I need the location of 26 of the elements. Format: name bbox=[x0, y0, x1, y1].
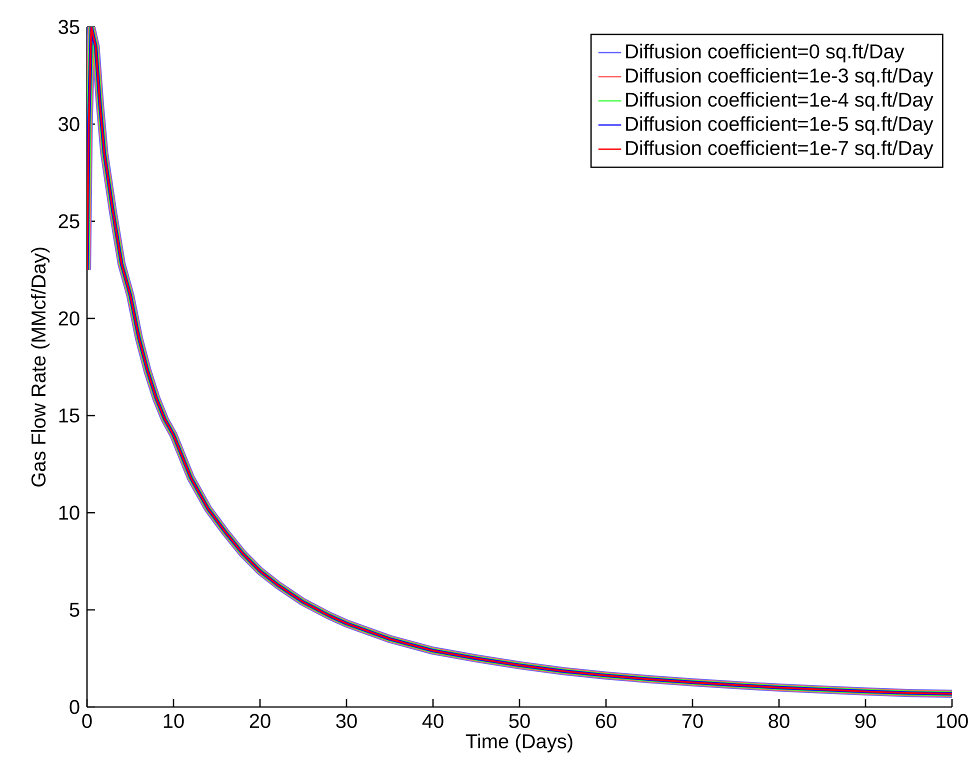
y-tick-label: 10 bbox=[59, 506, 80, 520]
x-tick-label: 40 bbox=[422, 714, 444, 728]
x-axis-title: Time (Days) bbox=[466, 734, 572, 752]
x-tick-label: 10 bbox=[164, 714, 184, 728]
x-tick-label: 80 bbox=[768, 714, 790, 728]
legend-label: Diffusion coefficient=1e-3 sq.ft/Day bbox=[626, 68, 934, 87]
y-tick-label: 20 bbox=[58, 311, 80, 326]
legend-label: Diffusion coefficient=1e-5 sq.ft/Day bbox=[626, 116, 934, 135]
x-tick-label: 60 bbox=[596, 714, 616, 728]
y-tick-label: 30 bbox=[58, 117, 80, 132]
x-tick-label: 50 bbox=[509, 714, 530, 728]
x-tick-label: 0 bbox=[82, 714, 92, 728]
x-tick-label: 30 bbox=[336, 714, 357, 728]
legend-label: Diffusion coefficient=1e-7 sq.ft/Day bbox=[626, 140, 934, 160]
y-tick-label: 5 bbox=[70, 602, 80, 617]
legend-label: Diffusion coefficient=0 sq.ft/Day bbox=[626, 44, 904, 62]
x-tick-label: 100 bbox=[936, 714, 968, 728]
y-tick-label: 0 bbox=[70, 700, 80, 714]
y-axis-title: Gas Flow Rate (MMcf/Day) bbox=[30, 248, 50, 487]
legend-label: Diffusion coefficient=1e-4 sq.ft/Day bbox=[626, 92, 934, 111]
x-tick-label: 70 bbox=[682, 714, 703, 728]
y-tick-label: 35 bbox=[58, 20, 80, 34]
x-tick-label: 90 bbox=[855, 714, 876, 728]
x-tick-label: 20 bbox=[250, 714, 270, 728]
y-tick-label: 25 bbox=[58, 214, 80, 228]
y-tick-label: 15 bbox=[59, 408, 80, 423]
